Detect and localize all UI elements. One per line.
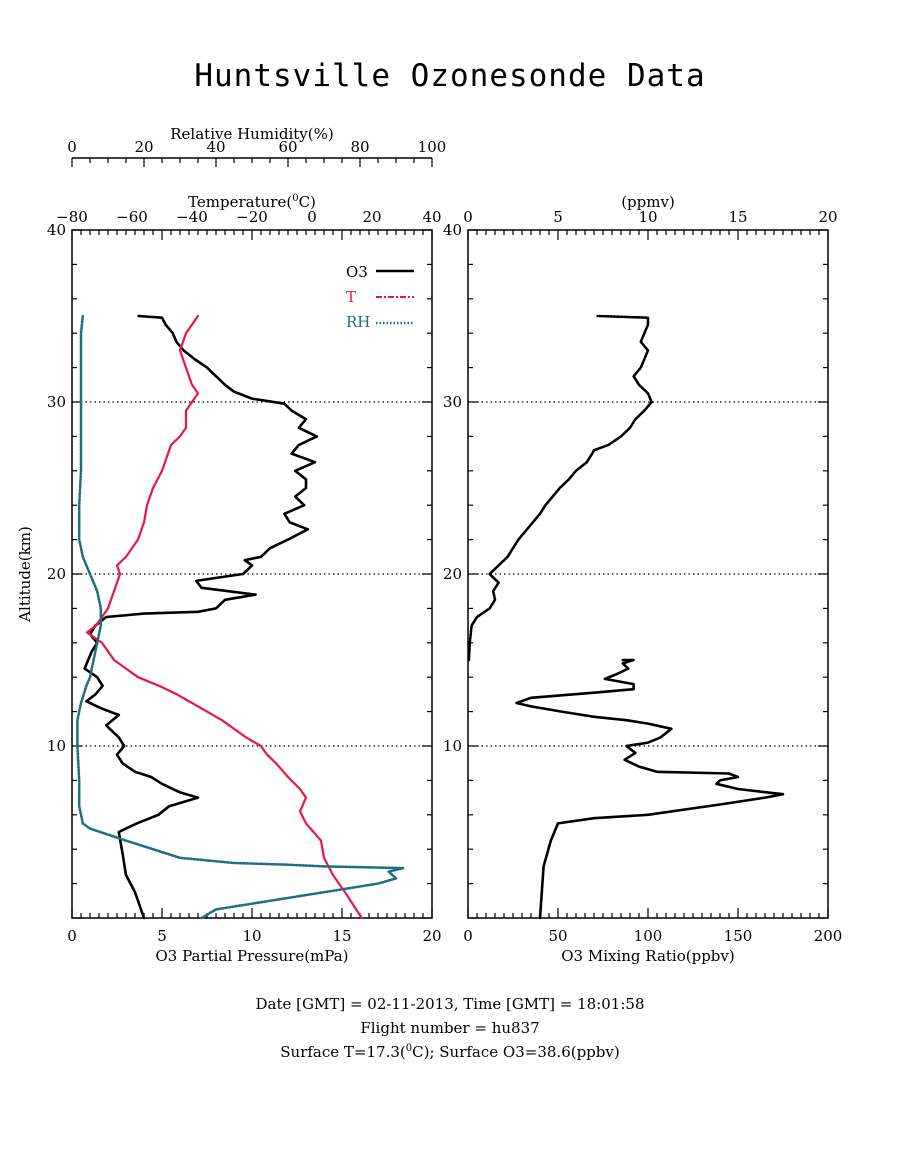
altitude-tick-label: 20 [443,565,462,583]
rh-tick-label: 40 [206,138,225,156]
temperature-axis-title: Temperature(0C) [188,193,316,211]
altitude-tick-label: 40 [47,221,66,239]
footer-flight-number: Flight number = hu837 [360,1019,540,1037]
o3-mixing-tick-labels: 0 50 100 150 200 [463,927,842,945]
temperature-tick-labels: −80 −60 −40 −20 0 20 40 [56,208,441,226]
footer-date-time: Date [GMT] = 02-11-2013, Time [GMT] = 18… [255,995,645,1013]
temperature-tick-label: 20 [362,208,381,226]
altitude-tick-label: 40 [443,221,462,239]
temperature-tick-label: 40 [422,208,441,226]
altitude-tick-label: 30 [443,393,462,411]
series-o3-ppmv-line [467,314,653,662]
temperature-axis-title-end: C) [299,193,316,211]
ppmv-tick-labels: 0 5 10 15 20 [463,208,837,226]
ppmv-tick-label: 0 [463,208,473,226]
o3-mixing-axis-title: O3 Mixing Ratio(ppbv) [561,947,734,965]
rh-tick-label: 100 [418,138,447,156]
ppmv-tick-label: 10 [638,208,657,226]
series-o3-line [83,314,319,920]
rh-axis-title: Relative Humidity(%) [170,125,333,143]
footer-surface-o3: C); Surface O3=38.6(ppbv) [412,1043,620,1061]
o3-mixing-tick-label: 100 [634,927,663,945]
rh-axis [71,157,433,167]
rh-tick-labels: 0 20 40 60 80 100 [67,138,446,156]
altitude-tick-label: 10 [443,737,462,755]
right-panel: 10 20 30 40 0 50 100 150 200 0 5 10 15 20 (ppmv) O3… [443,193,842,965]
rh-tick-label: 80 [350,138,369,156]
footer-degree-sup: 0 [405,1043,413,1054]
footer-surface-values: Surface T=17.3(0C); Surface O3=38.6(ppbv… [0,1043,900,1061]
left-panel: 10 20 30 40 0 5 10 15 20 −80 −60 −40 −20 0 20 40 0 20 4… [16,125,446,965]
series-t-line [85,314,363,920]
left-axis-ticks [71,229,433,919]
o3-pressure-tick-label: 10 [242,927,261,945]
chart-title: Huntsville Ozonesonde Data [194,58,706,94]
temperature-tick-label: −20 [236,208,268,226]
o3-mixing-tick-label: 50 [548,927,567,945]
footer-surface-t: Surface T=17.3( [280,1043,406,1061]
o3-pressure-axis-title: O3 Partial Pressure(mPa) [155,947,348,965]
o3-mixing-tick-label: 200 [814,927,843,945]
legend-label-t: T [346,288,356,306]
legend-label-o3: O3 [346,263,368,281]
altitude-tick-label: 10 [47,737,66,755]
o3-pressure-tick-label: 20 [422,927,441,945]
legend: O3 T RH [346,263,414,331]
rh-tick-label: 0 [67,138,77,156]
temperature-axis-title-main: Temperature( [188,193,292,211]
altitude-axis-title: Altitude(km) [16,526,34,623]
temperature-tick-label: −80 [56,208,88,226]
o3-pressure-tick-label: 5 [157,927,167,945]
altitude-tick-label: 20 [47,565,66,583]
ppmv-tick-label: 5 [553,208,563,226]
right-y-tick-labels: 10 20 30 40 [443,221,462,755]
left-gridlines [72,401,432,747]
altitude-tick-label: 30 [47,393,66,411]
o3-pressure-tick-label: 15 [332,927,351,945]
temperature-tick-label: −60 [116,208,148,226]
ppmv-tick-label: 20 [818,208,837,226]
right-series-group [467,314,785,920]
o3-pressure-tick-labels: 0 5 10 15 20 [67,927,441,945]
o3-mixing-tick-label: 0 [463,927,473,945]
o3-mixing-tick-label: 150 [724,927,753,945]
series-rh-line [76,314,405,920]
series-o3-line [515,658,785,920]
legend-label-rh: RH [346,313,370,331]
temperature-tick-label: −40 [176,208,208,226]
temperature-tick-label: 0 [307,208,317,226]
temperature-axis-title-sup: 0 [292,193,298,204]
ppmv-tick-label: 15 [728,208,747,226]
left-series-group [76,314,405,920]
right-gridlines [468,401,828,747]
right-axis-ticks [467,229,829,919]
rh-tick-label: 20 [134,138,153,156]
rh-tick-label: 60 [278,138,297,156]
left-y-tick-labels: 10 20 30 40 [47,221,66,755]
o3-pressure-tick-label: 0 [67,927,77,945]
ppmv-axis-title: (ppmv) [621,193,675,211]
